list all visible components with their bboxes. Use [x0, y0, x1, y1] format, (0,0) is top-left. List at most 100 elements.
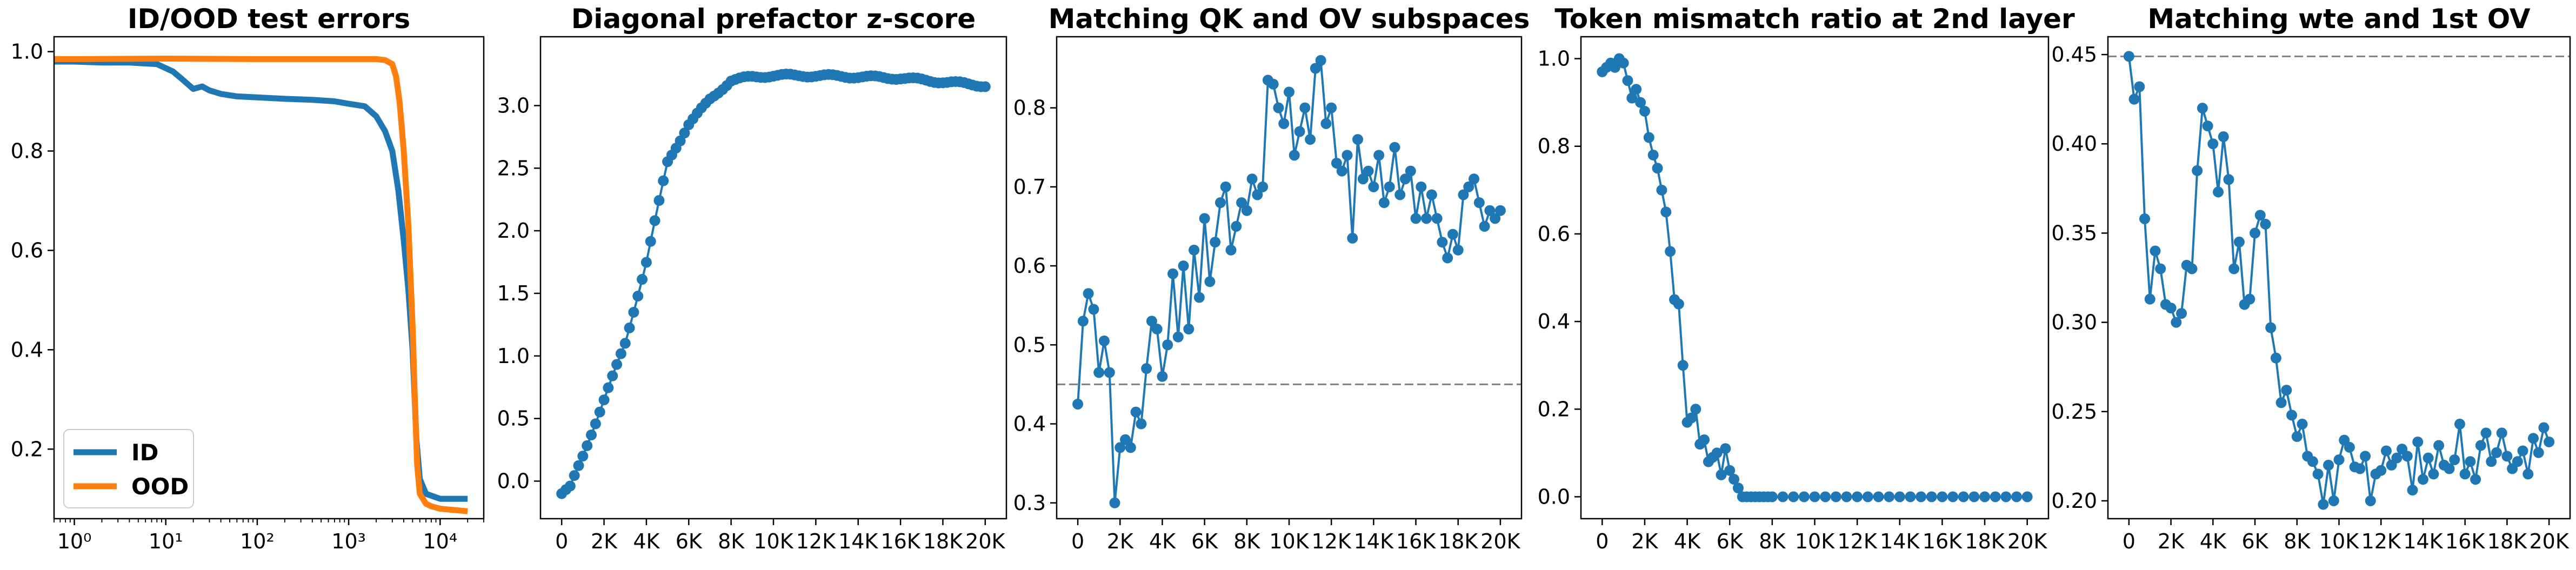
data-point: [2207, 138, 2219, 150]
series-line-ood: [54, 56, 468, 514]
data-point: [2354, 463, 2366, 474]
data-point: [1199, 213, 1210, 224]
chart-title: Token mismatch ratio at 2nd layer: [1554, 3, 2075, 35]
x-tick-label: 14K: [838, 529, 878, 553]
x-tick-label: 4K: [1674, 529, 1701, 553]
data-point: [2291, 431, 2303, 442]
data-point: [1873, 491, 1884, 502]
data-point: [1473, 197, 1485, 209]
data-point: [2380, 445, 2392, 457]
y-tick-label: 0.8: [11, 139, 43, 163]
data-point: [2213, 186, 2224, 198]
data-point: [1220, 181, 1231, 192]
data-point: [2281, 385, 2292, 396]
x-tick-label: 6K: [2241, 529, 2268, 553]
y-tick-label: 0.3: [1013, 491, 1046, 515]
y-tick-label: 0.45: [2051, 43, 2097, 66]
data-point: [2275, 397, 2287, 408]
data-point: [1294, 126, 1305, 137]
x-tick-label: 20K: [2007, 529, 2047, 553]
data-point: [1347, 232, 1358, 244]
y-tick-label: 0.4: [11, 338, 43, 361]
x-tick-label: 8K: [1233, 529, 1260, 553]
data-point: [1172, 331, 1184, 343]
data-point: [1267, 78, 1279, 90]
data-point: [1109, 497, 1120, 508]
data-point: [2538, 422, 2550, 433]
data-point: [611, 359, 623, 370]
data-point: [1469, 173, 1480, 185]
data-point: [658, 175, 669, 186]
data-point: [2197, 103, 2208, 114]
data-point: [2328, 495, 2339, 506]
data-point: [1394, 189, 1406, 200]
data-point: [2155, 263, 2166, 274]
x-tick-label: 18K: [2487, 529, 2527, 553]
x-tick-label: 18K: [923, 529, 963, 553]
y-tick-label: 3.0: [497, 93, 530, 117]
data-point: [637, 274, 648, 285]
data-point: [1665, 246, 1676, 257]
data-point: [1862, 491, 1873, 502]
data-point: [2486, 456, 2497, 467]
x-tick-label: 0: [2123, 529, 2135, 553]
data-point: [979, 81, 991, 92]
data-point: [1231, 220, 1242, 232]
x-tick-label: 10K: [1795, 529, 1835, 553]
data-point: [628, 306, 639, 318]
data-point: [1273, 102, 1284, 113]
data-point: [1146, 316, 1157, 327]
data-point: [1162, 339, 1173, 351]
chart-title: Matching QK and OV subspaces: [1049, 3, 1530, 35]
data-point: [2223, 174, 2234, 185]
x-tick-label: 14K: [1354, 529, 1394, 553]
data-point: [2491, 447, 2502, 458]
data-point: [619, 338, 631, 349]
data-point: [2144, 293, 2155, 305]
data-point: [1320, 118, 1332, 129]
data-point: [2244, 293, 2255, 305]
data-point: [1643, 132, 1654, 143]
x-tick-label: 2K: [2158, 529, 2185, 553]
x-tick-label: 4K: [1149, 529, 1176, 553]
data-point: [1830, 491, 1841, 502]
data-point: [2186, 263, 2198, 274]
x-tick-label: 10⁰: [57, 529, 92, 553]
data-point: [2265, 322, 2277, 333]
data-point: [2165, 303, 2177, 314]
chart-title: Diagonal prefactor z-score: [571, 3, 976, 35]
data-point: [1214, 197, 1226, 209]
x-tick-label: 20K: [2529, 529, 2569, 553]
y-tick-label: 0.0: [1538, 485, 1570, 508]
data-point: [2218, 131, 2229, 143]
data-point: [2428, 468, 2439, 480]
data-point: [1609, 62, 1620, 73]
data-point: [1437, 237, 1448, 248]
data-point: [577, 451, 589, 462]
plot-area: [556, 69, 991, 499]
x-tick-label: 20K: [965, 529, 1005, 553]
data-point: [2433, 440, 2445, 451]
data-point: [1798, 491, 1810, 502]
x-tick-label: 8K: [1759, 529, 1786, 553]
axes-frame: [1056, 36, 1523, 520]
x-tick-label: 10K: [1269, 529, 1309, 553]
data-point: [2412, 436, 2424, 447]
x-tick-label: 10²: [240, 529, 275, 553]
y-tick-label: 1.5: [497, 281, 530, 305]
data-point: [1104, 367, 1115, 378]
data-point: [1937, 491, 1948, 502]
data-point: [1711, 447, 1723, 459]
data-point: [2286, 410, 2298, 421]
chart-panel-1: ID/OOD test errors 10⁰ 10¹ 10² 10³ 10⁴ 0.2 0.4 0…: [11, 3, 485, 553]
data-point: [2527, 433, 2539, 444]
data-point: [1926, 491, 1937, 502]
data-point: [1416, 181, 1427, 192]
data-point: [1130, 406, 1142, 418]
x-tick-label: 4K: [633, 529, 660, 553]
data-point: [1631, 84, 1642, 95]
data-point: [590, 418, 601, 430]
chart-panel-4: Token mismatch ratio at 2nd layer 0 2K 4K 6K…: [1538, 3, 2075, 553]
plot-area: [1597, 53, 2033, 502]
